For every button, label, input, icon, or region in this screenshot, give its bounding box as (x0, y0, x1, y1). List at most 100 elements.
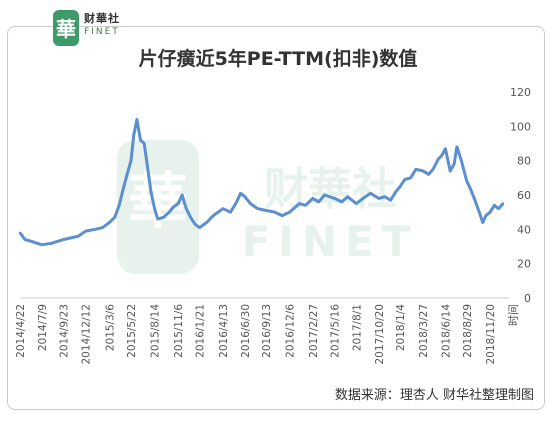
data-point (427, 173, 430, 176)
y-tick-label: 20 (517, 258, 531, 271)
watermark-text-cn: 财華社 (264, 164, 396, 215)
data-point (118, 204, 121, 207)
data-point (481, 221, 484, 224)
x-axis-label: 时间 (507, 304, 520, 326)
source-note: 数据来源：理杏人 财华社整理制图 (334, 388, 534, 403)
x-tick-label: 2015/8/14 (150, 304, 162, 358)
data-point (501, 202, 505, 205)
series-line (18, 118, 505, 247)
data-point (465, 180, 468, 183)
data-point (389, 199, 392, 202)
data-point (113, 216, 116, 219)
data-point (77, 235, 80, 238)
data-point (288, 211, 291, 214)
brand-logo-icon: 華 (53, 10, 79, 46)
data-point (383, 195, 386, 198)
data-point (497, 207, 500, 210)
data-point (51, 241, 54, 245)
data-point (193, 223, 197, 226)
data-point (135, 118, 139, 121)
y-tick-label: 60 (517, 189, 531, 202)
data-point (229, 211, 232, 214)
data-point (146, 166, 149, 169)
data-point (205, 221, 208, 224)
x-tick-label: 2016/12/6 (284, 304, 296, 358)
data-point (40, 243, 44, 246)
data-point (460, 159, 463, 162)
x-tick-label: 2018/1/4 (395, 304, 407, 351)
x-tick-label: 2017/2/27 (308, 304, 320, 358)
x-tick-label: 2015/3/6 (104, 304, 116, 351)
data-point (273, 211, 276, 214)
data-point (323, 193, 326, 197)
data-point (414, 168, 418, 171)
x-tick-label: 2016/9/13 (261, 304, 273, 358)
data-point (156, 217, 159, 221)
data-point (473, 197, 476, 200)
data-point (346, 195, 349, 198)
y-tick-label: 100 (510, 120, 531, 133)
data-point (108, 221, 111, 224)
data-point (468, 186, 472, 190)
data-point (488, 211, 492, 214)
data-point (62, 238, 65, 241)
data-point (437, 157, 440, 161)
data-point (403, 178, 406, 181)
x-tick-label: 2014/7/9 (37, 304, 49, 351)
x-tick-label: 2017/5/16 (330, 304, 342, 358)
data-point (493, 204, 496, 207)
x-tick-label: 2018/3/27 (418, 304, 430, 358)
data-point (256, 207, 259, 210)
data-point (189, 216, 192, 219)
brand-logo-char: 華 (56, 17, 76, 41)
data-point (452, 162, 456, 166)
data-point (333, 197, 336, 200)
brand-name-en: FINET (84, 27, 120, 37)
data-point (304, 204, 307, 207)
data-point (361, 197, 365, 200)
x-tick-label: 2014/9/23 (58, 304, 70, 358)
data-point (281, 214, 284, 217)
data-point (455, 145, 459, 149)
data-point (394, 190, 398, 193)
data-point (18, 231, 22, 234)
data-point (180, 193, 184, 197)
data-point (311, 197, 314, 200)
x-tick-label: 2018/11/20 (485, 304, 497, 365)
data-point (239, 192, 242, 195)
x-tick-label: 2018/6/14 (440, 304, 452, 358)
watermark: 華 财華社 FINET (117, 140, 419, 274)
data-point (235, 200, 238, 204)
y-tick-label: 40 (517, 223, 531, 236)
brand-name: 财華社 FINET (84, 10, 120, 37)
data-point (101, 226, 104, 229)
data-point (399, 185, 402, 188)
data-point (69, 236, 73, 240)
data-point (355, 202, 358, 205)
y-axis: 0 20 40 60 80 100 120 (510, 86, 531, 305)
data-point (440, 154, 443, 157)
y-tick-label: 0 (524, 292, 531, 305)
x-tick-label: 2018/8/29 (462, 304, 474, 358)
data-point (143, 142, 146, 145)
x-tick-label: 2015/5/22 (126, 304, 138, 358)
data-point (409, 176, 412, 179)
brand-name-cn: 财華社 (84, 12, 120, 25)
data-point (153, 207, 156, 210)
x-tick-label: 2017/10/20 (374, 304, 386, 365)
x-tick-label: 2014/12/12 (81, 304, 93, 365)
data-point (317, 200, 320, 204)
data-point (449, 169, 452, 173)
watermark-text-en: FINET (242, 217, 419, 266)
x-tick-label: 2016/6/30 (240, 304, 252, 358)
x-tick-label: 2015/11/6 (173, 304, 185, 358)
data-point (125, 173, 129, 176)
data-point (149, 190, 153, 193)
data-point (168, 211, 171, 214)
y-tick-label: 80 (517, 155, 531, 168)
data-point (185, 207, 188, 210)
data-point (477, 209, 480, 212)
watermark-logo-icon (117, 140, 199, 274)
data-point (23, 238, 27, 241)
